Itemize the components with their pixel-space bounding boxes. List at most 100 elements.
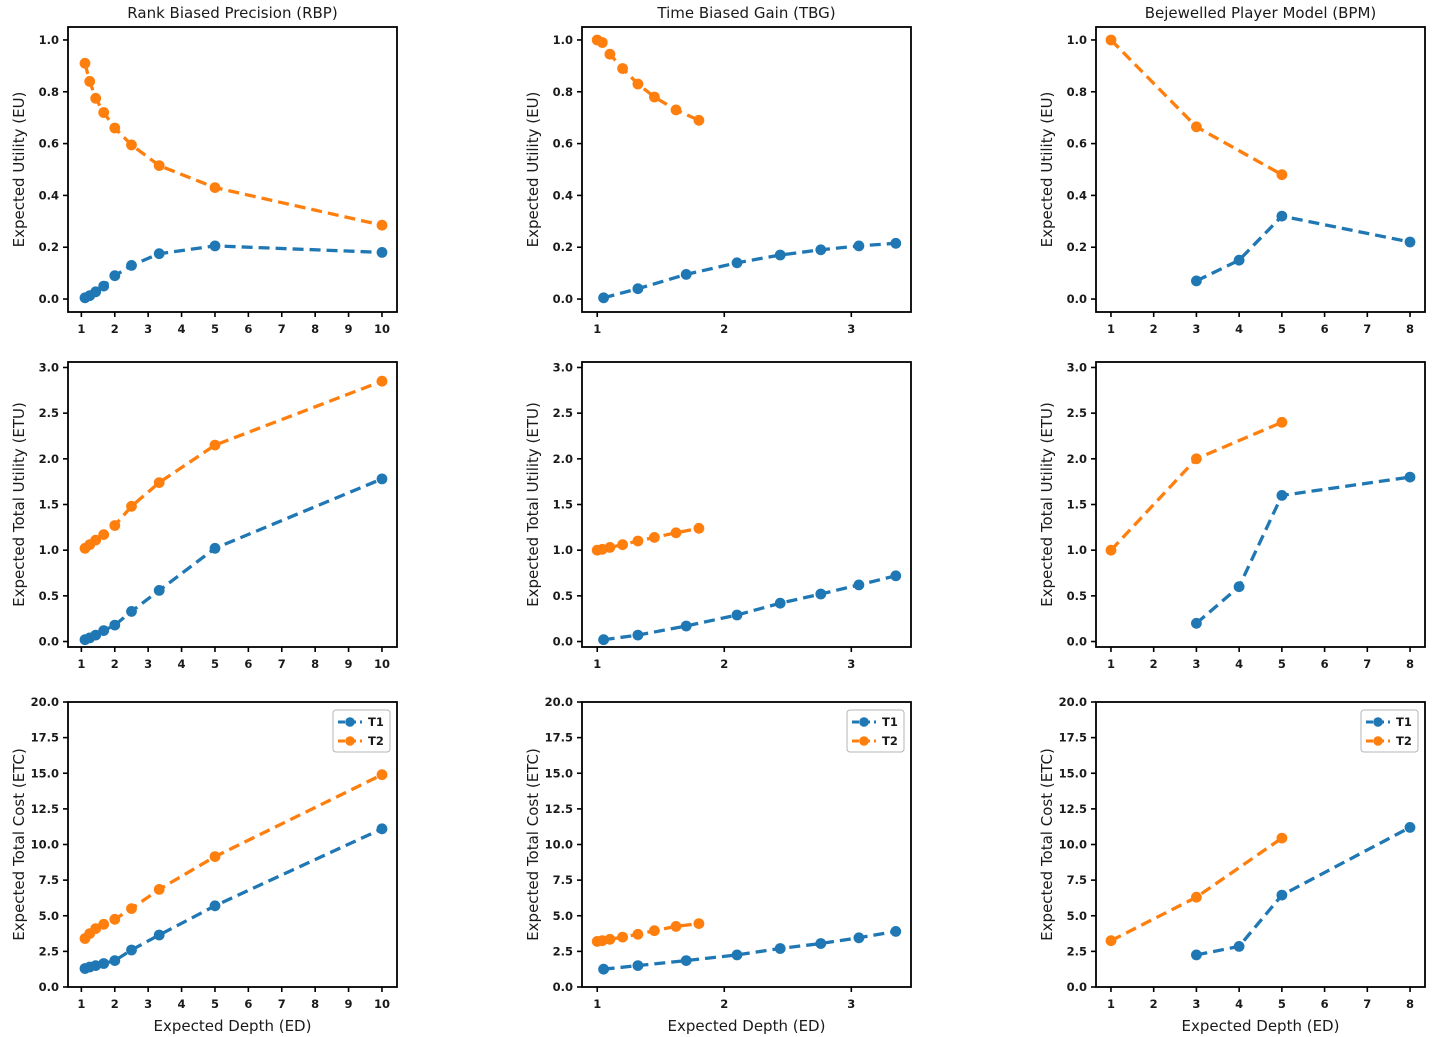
subplot-r2-c2: 1 2 3 4 5 6 7 8 0.0 2.5 5.0 7.5 10.0 12.5 15.0 17.5 20.0… bbox=[1038, 695, 1426, 1035]
x-tick-label: 7 bbox=[278, 657, 286, 671]
y-tick-label: 15.0 bbox=[1059, 766, 1087, 780]
x-tick-label: 1 bbox=[1107, 322, 1115, 336]
data-point-T2 bbox=[90, 92, 102, 104]
x-tick-label: 10 bbox=[374, 322, 390, 336]
data-point-T1 bbox=[632, 283, 644, 295]
x-axis-label: Expected Depth (ED) bbox=[1182, 1017, 1340, 1035]
x-tick-label: 7 bbox=[278, 322, 286, 336]
y-axis-label: Expected Total Cost (ETC) bbox=[1038, 748, 1056, 941]
data-point-T2 bbox=[126, 139, 137, 151]
data-point-T2 bbox=[604, 933, 616, 945]
data-point-T2 bbox=[98, 529, 110, 540]
y-tick-label: 2.5 bbox=[553, 944, 573, 958]
x-tick-label: 1 bbox=[593, 657, 601, 671]
y-tick-label: 0.0 bbox=[39, 635, 59, 649]
data-point-T2 bbox=[632, 78, 644, 90]
data-point-T1 bbox=[1233, 254, 1245, 266]
data-point-T1 bbox=[1233, 581, 1245, 593]
data-point-T2 bbox=[126, 500, 137, 512]
data-point-T2 bbox=[1191, 121, 1202, 133]
y-tick-label: 0.2 bbox=[39, 240, 59, 254]
plot-area bbox=[582, 362, 911, 647]
series-line-T1 bbox=[603, 574, 897, 642]
data-point-T2 bbox=[1105, 935, 1117, 947]
y-tick-label: 2.5 bbox=[1067, 944, 1087, 958]
data-point-T2 bbox=[617, 63, 628, 74]
x-tick-label: 5 bbox=[1278, 657, 1286, 671]
x-tick-label: 7 bbox=[1363, 657, 1371, 671]
y-tick-label: 20.0 bbox=[545, 695, 573, 709]
y-tick-label: 0.0 bbox=[553, 980, 573, 994]
y-tick-label: 0.0 bbox=[39, 980, 59, 994]
data-point-T1 bbox=[774, 597, 786, 609]
data-point-T1 bbox=[90, 286, 102, 298]
y-tick-label: 10.0 bbox=[31, 838, 59, 852]
y-tick-label: 1.5 bbox=[553, 498, 573, 512]
y-tick-label: 0.8 bbox=[553, 85, 573, 99]
x-tick-label: 5 bbox=[211, 997, 219, 1011]
y-tick-label: 17.5 bbox=[1059, 731, 1087, 745]
y-tick-label: 2.5 bbox=[39, 944, 59, 958]
data-point-T1 bbox=[890, 237, 902, 249]
x-tick-label: 2 bbox=[1150, 997, 1158, 1011]
legend-marker-T1 bbox=[345, 717, 355, 727]
y-tick-label: 2.5 bbox=[1067, 406, 1087, 420]
y-tick-label: 0.5 bbox=[39, 589, 59, 603]
legend-marker-T2 bbox=[859, 736, 869, 746]
x-tick-label: 5 bbox=[211, 657, 219, 671]
x-tick-label: 8 bbox=[311, 322, 319, 336]
y-tick-label: 15.0 bbox=[31, 766, 59, 780]
x-tick-label: 3 bbox=[1192, 322, 1200, 336]
series-line-T1 bbox=[1195, 214, 1411, 283]
axes-frame bbox=[1095, 361, 1426, 648]
axes-frame bbox=[1095, 26, 1426, 313]
y-tick-label: 2.0 bbox=[1067, 452, 1087, 466]
y-tick-label: 7.5 bbox=[553, 873, 573, 887]
data-point-T2 bbox=[649, 91, 660, 103]
y-tick-label: 0.2 bbox=[1067, 240, 1087, 254]
y-tick-label: 2.5 bbox=[39, 406, 59, 420]
data-point-T1 bbox=[731, 609, 743, 621]
data-point-T2 bbox=[126, 903, 137, 914]
data-point-T1 bbox=[632, 960, 644, 971]
data-point-T2 bbox=[153, 477, 165, 488]
data-point-T2 bbox=[1191, 891, 1202, 903]
y-tick-label: 0.0 bbox=[553, 292, 573, 306]
x-tick-label: 4 bbox=[178, 657, 186, 671]
y-tick-label: 1.0 bbox=[553, 33, 573, 47]
data-point-T1 bbox=[815, 244, 827, 256]
y-tick-label: 2.0 bbox=[39, 452, 59, 466]
data-point-T2 bbox=[209, 182, 221, 194]
y-tick-label: 2.5 bbox=[553, 406, 573, 420]
series-line-T1 bbox=[603, 929, 897, 971]
data-point-T1 bbox=[680, 620, 692, 632]
y-tick-label: 15.0 bbox=[545, 766, 573, 780]
data-point-T1 bbox=[774, 249, 786, 261]
data-point-T2 bbox=[1105, 544, 1117, 556]
legend-label-T2: T2 bbox=[882, 734, 898, 748]
data-point-T2 bbox=[596, 37, 608, 48]
x-tick-label: 4 bbox=[1235, 322, 1243, 336]
data-point-T2 bbox=[153, 160, 165, 172]
subplot-r1-c2: 1 2 3 4 5 6 7 8 0.0 0.5 1.0 1.5 2.0 2.5 3.0 Expected To… bbox=[1038, 360, 1426, 671]
data-point-T2 bbox=[649, 532, 660, 543]
legend-label-T2: T2 bbox=[368, 734, 384, 748]
data-point-T1 bbox=[1191, 617, 1202, 629]
x-tick-label: 8 bbox=[1406, 657, 1414, 671]
axes-frame bbox=[581, 361, 912, 648]
data-point-T1 bbox=[731, 257, 743, 269]
data-point-T2 bbox=[109, 913, 121, 925]
x-tick-label: 3 bbox=[144, 657, 152, 671]
y-tick-label: 1.0 bbox=[1067, 33, 1087, 47]
series-line-T1 bbox=[1195, 475, 1411, 625]
y-tick-label: 17.5 bbox=[545, 731, 573, 745]
legend-label-T1: T1 bbox=[882, 715, 898, 729]
y-axis-label: Expected Utility (EU) bbox=[1038, 92, 1056, 248]
x-axis-label: Expected Depth (ED) bbox=[668, 1017, 826, 1035]
y-axis-label: Expected Total Utility (ETU) bbox=[10, 402, 28, 607]
x-tick-label: 5 bbox=[1278, 997, 1286, 1011]
plot-area bbox=[582, 27, 911, 312]
axes-frame bbox=[1095, 701, 1426, 988]
x-tick-label: 5 bbox=[211, 322, 219, 336]
axes-frame bbox=[581, 701, 912, 988]
